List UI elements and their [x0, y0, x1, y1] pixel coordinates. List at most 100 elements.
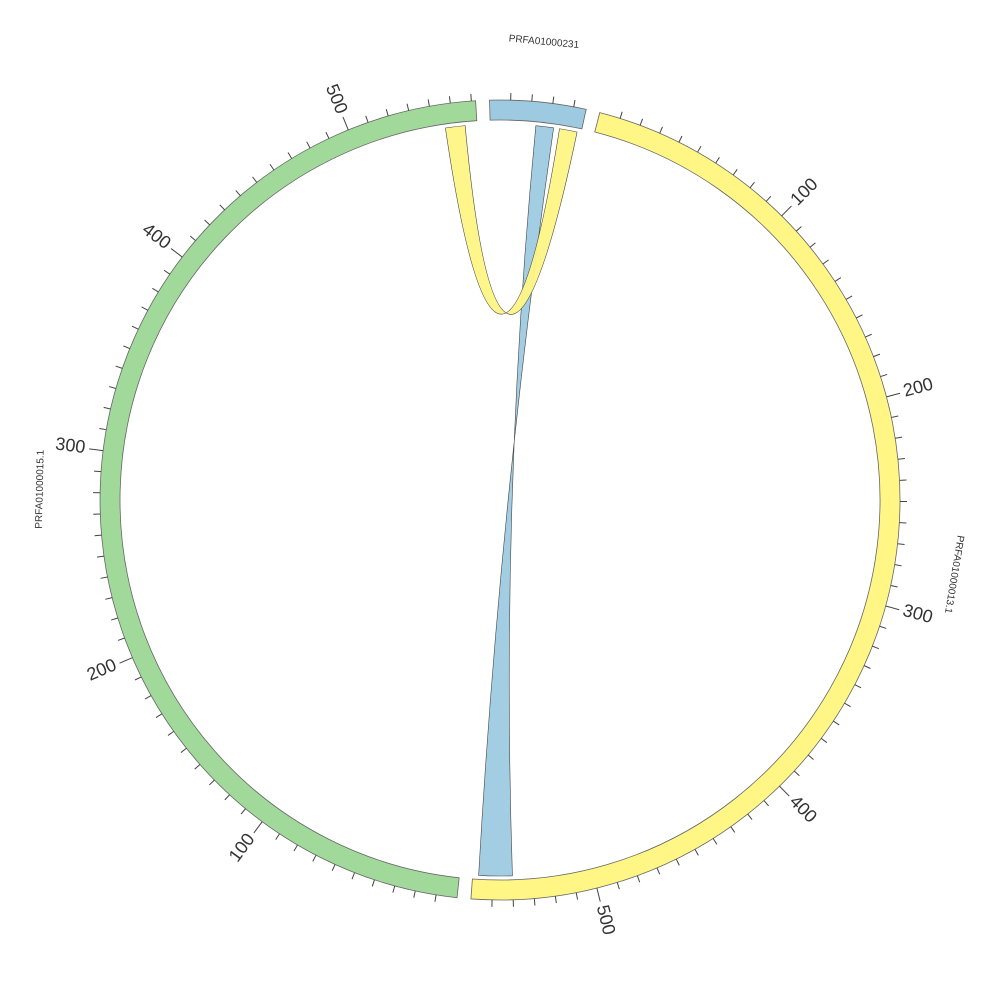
- minor-tick: [656, 867, 661, 875]
- minor-tick: [732, 169, 738, 176]
- minor-tick: [675, 858, 680, 866]
- minor-tick: [117, 637, 125, 641]
- segment-label: PRFA01000015.1: [34, 449, 47, 529]
- minor-tick: [312, 854, 317, 862]
- minor-tick: [890, 584, 898, 588]
- minor-tick: [180, 747, 187, 754]
- minor-tick: [833, 720, 840, 726]
- minor-tick: [306, 141, 311, 149]
- minor-tick: [204, 219, 211, 226]
- minor-tick: [747, 813, 753, 820]
- minor-tick: [105, 597, 113, 600]
- minor-tick: [844, 702, 851, 708]
- minor-tick: [325, 131, 330, 139]
- minor-tick: [763, 800, 769, 807]
- major-tick: [342, 116, 349, 131]
- minor-tick: [427, 99, 430, 107]
- minor-tick: [275, 833, 280, 840]
- segment-label: PRFA01000231: [508, 33, 580, 51]
- minor-tick: [575, 892, 579, 900]
- minor-tick: [331, 864, 336, 871]
- minor-tick: [865, 333, 872, 338]
- minor-tick: [897, 458, 905, 460]
- tick-label: 200: [901, 374, 935, 401]
- minor-tick: [371, 879, 375, 887]
- major-tick: [119, 657, 133, 664]
- minor-tick: [880, 373, 888, 378]
- minor-tick: [820, 737, 828, 743]
- minor-tick: [891, 415, 899, 418]
- tick-label: 100: [225, 829, 259, 865]
- minor-tick: [115, 365, 123, 369]
- major-tick: [781, 205, 792, 217]
- minor-tick: [573, 99, 576, 107]
- minor-tick: [155, 713, 163, 718]
- minor-tick: [531, 94, 533, 102]
- tick-label: 100: [786, 174, 821, 209]
- segment: [489, 99, 587, 130]
- minor-tick: [392, 885, 396, 893]
- minor-tick: [94, 534, 102, 537]
- minor-tick: [895, 436, 903, 439]
- minor-tick: [144, 695, 152, 700]
- minor-tick: [619, 111, 623, 119]
- minor-tick: [616, 882, 620, 890]
- major-tick: [170, 248, 183, 258]
- minor-tick: [108, 386, 116, 389]
- tick-label: 400: [786, 791, 821, 826]
- minor-tick: [659, 126, 663, 134]
- minor-tick: [252, 176, 258, 183]
- minor-tick: [678, 135, 683, 143]
- major-tick: [885, 605, 900, 611]
- minor-tick: [863, 665, 871, 669]
- tick-label: 300: [901, 600, 935, 627]
- minor-tick: [134, 676, 142, 681]
- minor-tick: [99, 427, 107, 431]
- minor-tick: [749, 182, 755, 189]
- minor-tick: [894, 564, 902, 567]
- minor-tick: [872, 645, 880, 650]
- major-tick: [89, 448, 104, 452]
- minor-tick: [96, 555, 105, 558]
- minor-tick: [822, 259, 829, 265]
- segment: [470, 112, 901, 901]
- minor-tick: [351, 872, 356, 880]
- minor-tick: [194, 764, 201, 770]
- major-tick: [596, 887, 601, 902]
- minor-tick: [873, 353, 881, 358]
- major-tick: [253, 821, 263, 834]
- minor-tick: [152, 287, 159, 293]
- minor-tick: [434, 894, 437, 902]
- minor-tick: [809, 242, 816, 248]
- minor-tick: [131, 325, 139, 330]
- major-tick: [779, 785, 790, 797]
- minor-tick: [110, 617, 118, 621]
- minor-tick: [879, 625, 887, 629]
- minor-tick: [636, 875, 641, 883]
- link-ribbon: [445, 125, 578, 315]
- minor-tick: [694, 849, 699, 856]
- minor-tick: [712, 838, 718, 845]
- minor-tick: [141, 306, 149, 311]
- minor-tick: [209, 779, 215, 786]
- minor-tick: [730, 826, 736, 833]
- minor-tick: [224, 794, 230, 801]
- minor-tick: [715, 156, 720, 164]
- tick-label: 400: [139, 219, 175, 253]
- minor-tick: [448, 96, 451, 104]
- minor-tick: [554, 896, 557, 904]
- segment: [99, 100, 478, 899]
- minor-tick: [897, 543, 905, 545]
- minor-tick: [287, 152, 293, 159]
- minor-tick: [385, 109, 389, 117]
- minor-tick: [845, 295, 853, 300]
- tick-label: 500: [322, 81, 352, 116]
- minor-tick: [807, 754, 814, 760]
- minor-tick: [793, 770, 800, 777]
- tick-label: 300: [54, 434, 86, 458]
- minor-tick: [293, 844, 298, 852]
- segment-label: PRFA01000013.1: [942, 535, 966, 615]
- minor-tick: [854, 684, 862, 689]
- minor-tick: [269, 163, 275, 171]
